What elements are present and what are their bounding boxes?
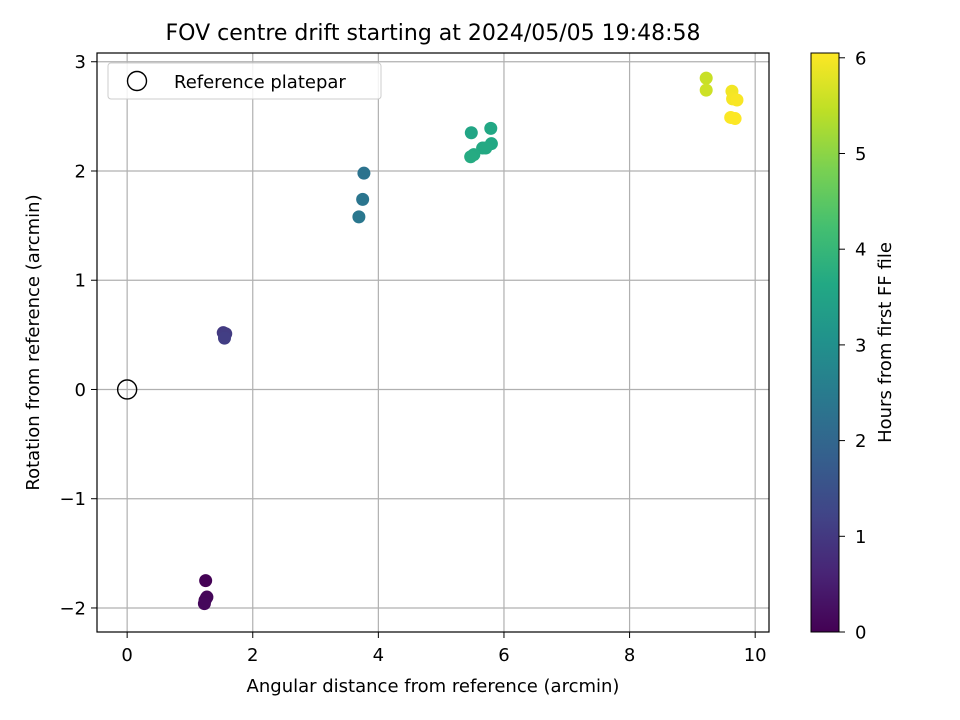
x-tick-label: 8 bbox=[624, 645, 635, 666]
scatter-point bbox=[699, 83, 713, 97]
colorbar-tick-label: 6 bbox=[855, 48, 866, 69]
colorbar: 0 1 2 3 4 5 6 Hours from first FF file bbox=[810, 48, 896, 644]
colorbar-tick-label: 1 bbox=[855, 527, 866, 548]
y-tick-label: −2 bbox=[59, 598, 86, 619]
scatter-point bbox=[356, 192, 370, 206]
legend-entry-reference: Reference platepar bbox=[174, 72, 346, 93]
scatter-point bbox=[464, 126, 478, 140]
scatter-point bbox=[728, 112, 742, 126]
x-tick-label: 10 bbox=[744, 645, 767, 666]
y-axis-label: Rotation from reference (arcmin) bbox=[23, 194, 44, 490]
scatter-point bbox=[730, 93, 744, 107]
x-tick-label: 0 bbox=[121, 645, 132, 666]
legend: Reference platepar bbox=[107, 62, 382, 100]
scatter-point bbox=[217, 331, 231, 345]
data-points bbox=[197, 71, 744, 611]
scatter-point bbox=[699, 71, 713, 85]
colorbar-ticks: 0 1 2 3 4 5 6 bbox=[839, 48, 866, 644]
x-axis-ticks: 0 2 4 6 8 10 bbox=[121, 632, 767, 666]
y-tick-label: −1 bbox=[59, 489, 86, 510]
scatter-point bbox=[197, 597, 211, 611]
colorbar-tick-label: 5 bbox=[855, 144, 866, 165]
legend-box bbox=[107, 62, 382, 100]
reference-point bbox=[116, 379, 138, 400]
x-tick-label: 2 bbox=[247, 645, 258, 666]
plot-frame bbox=[96, 52, 770, 633]
y-tick-label: 1 bbox=[75, 271, 86, 292]
colorbar-tick-label: 0 bbox=[855, 623, 866, 644]
y-tick-label: 2 bbox=[75, 161, 86, 182]
colorbar-tick-label: 3 bbox=[855, 335, 866, 356]
y-tick-label: 0 bbox=[75, 380, 86, 401]
x-axis-label: Angular distance from reference (arcmin) bbox=[247, 676, 620, 697]
y-axis-ticks: −2 −1 0 1 2 3 bbox=[59, 52, 97, 619]
colorbar-tick-label: 4 bbox=[855, 240, 866, 261]
colorbar-label: Hours from first FF file bbox=[875, 242, 896, 443]
reference-marker bbox=[116, 379, 138, 400]
y-tick-label: 3 bbox=[75, 52, 86, 73]
scatter-point bbox=[479, 141, 493, 155]
chart-title: FOV centre drift starting at 2024/05/05 … bbox=[166, 21, 701, 46]
grid-lines bbox=[97, 53, 769, 632]
scatter-point bbox=[357, 166, 371, 180]
scatter-point bbox=[464, 150, 478, 164]
colorbar-tick-label: 2 bbox=[855, 431, 866, 452]
scatter-point bbox=[199, 574, 213, 588]
scatter-point bbox=[352, 210, 366, 224]
colorbar-gradient bbox=[810, 52, 840, 633]
x-tick-label: 4 bbox=[373, 645, 384, 666]
legend-reference-marker bbox=[126, 70, 148, 92]
x-tick-label: 6 bbox=[498, 645, 509, 666]
scatter-point bbox=[484, 121, 498, 135]
